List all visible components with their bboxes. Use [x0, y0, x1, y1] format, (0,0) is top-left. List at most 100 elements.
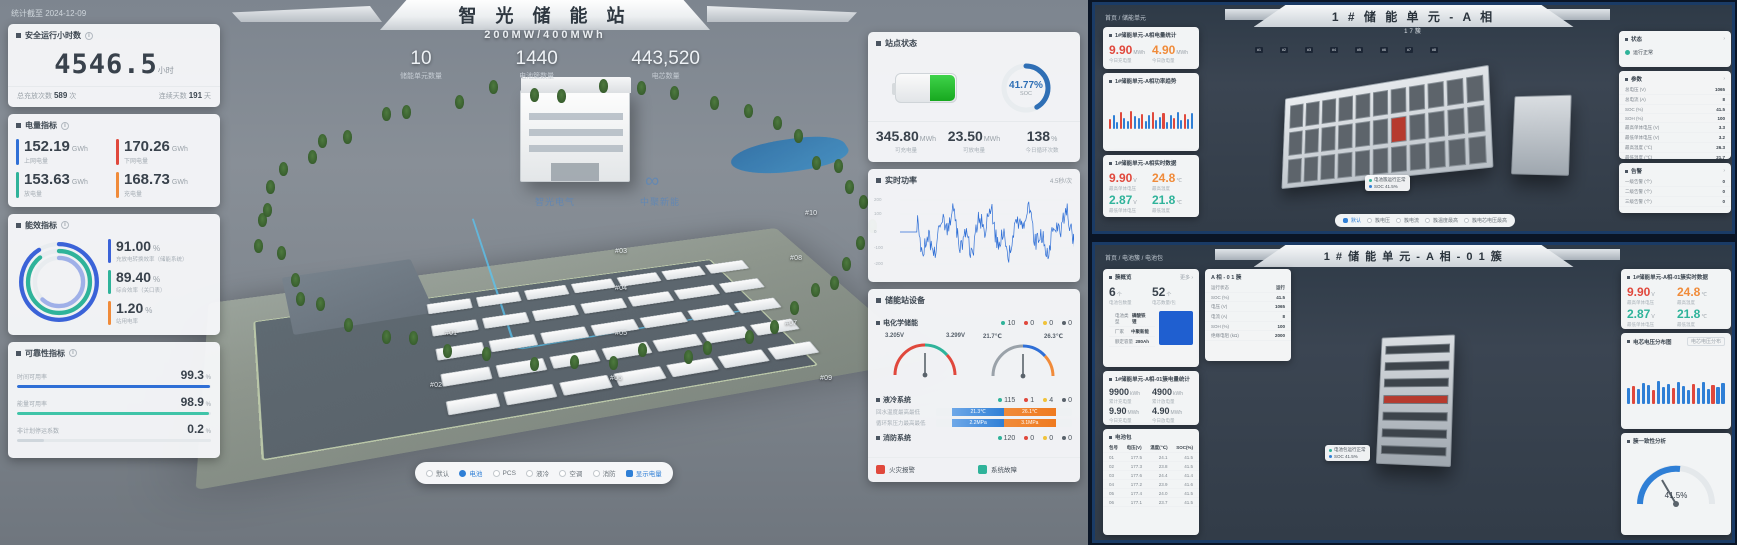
mini-bar: [1109, 119, 1111, 129]
site-status-cell: 23.50MWh 可放电量: [940, 128, 1008, 154]
legend-option[interactable]: 簇电压: [1367, 217, 1390, 224]
battery-pack-shelf[interactable]: [1385, 361, 1450, 371]
alarm-item[interactable]: 火灾报警: [876, 464, 970, 474]
rack-cell: [1373, 90, 1388, 117]
bullet-icon: [1625, 78, 1628, 81]
reliability-body: 时间可用率 99.3 % 能量可用率 98.9 % 非计划停运系数 0.2 %: [8, 363, 220, 458]
quad-value: 24.8℃: [1677, 286, 1725, 299]
battery-pack-shelf[interactable]: [1381, 445, 1447, 456]
container-box[interactable]: [767, 341, 820, 360]
unit-status-more[interactable]: ›: [1723, 36, 1725, 42]
site-status-value: 138%: [1008, 128, 1076, 144]
container-box[interactable]: [440, 366, 492, 387]
unit-3d-rack-scene[interactable]: 电池簇运行正常 SOC 41.5% #1 #2 #3 #4 #5 #6 #7 #8: [1225, 55, 1605, 215]
rack-cell: [1391, 116, 1407, 143]
battery-cluster-model[interactable]: [1376, 334, 1455, 467]
legend-option[interactable]: 簇温度最高: [1425, 217, 1458, 224]
container-box[interactable]: [687, 304, 736, 321]
info-icon[interactable]: i: [85, 32, 93, 40]
battery-pack-shelf[interactable]: [1383, 395, 1448, 404]
container-box[interactable]: [627, 291, 674, 307]
x-axis-tick: 06:00: [942, 281, 953, 282]
rack-tag: #1: [1255, 47, 1263, 53]
unit-energy-values: 9.90MWh 今日充电量 4.90MWh 今日放电量: [1103, 41, 1199, 69]
cluster-realtime-header: 1#储能单元-A相-01簇实时数据: [1621, 269, 1731, 283]
container-box[interactable]: [580, 298, 627, 314]
table-cell: 41.5: [1184, 464, 1193, 469]
rack-cell: [1429, 140, 1446, 168]
container-box[interactable]: [559, 375, 613, 396]
legend-option[interactable]: 空调: [559, 468, 582, 478]
realtime-power-chart: 2001000-100-20000:0002:0004:0006:0008:00…: [874, 190, 1074, 278]
unit-status-card: 状态 › 运行正常: [1619, 31, 1731, 67]
container-box[interactable]: [482, 312, 530, 329]
site-status-cell: 138% 今日循环次数: [1008, 128, 1076, 154]
efficiency-label: 站用电率: [116, 317, 152, 325]
unit-energy-card: 1#储能单元-A相电量统计 9.90MWh 今日充电量 4.90MWh 今日放电量: [1103, 27, 1199, 69]
legend-option[interactable]: 默认: [426, 468, 449, 478]
efficiency-value: 1.20%: [116, 301, 152, 315]
x-axis-tick: 14:00: [1000, 281, 1011, 282]
table-cell: 05: [1109, 491, 1114, 496]
container-box[interactable]: [639, 311, 688, 328]
legend-option[interactable]: 液冷: [526, 468, 549, 478]
quad-cell: 2.87V 最低单体电压: [1109, 194, 1150, 214]
cluster-3d-scene[interactable]: 电池包运行正常 SOC 41.5%: [1315, 295, 1595, 525]
table-header-row: 包号 电压(V) 温度(℃) SOC(%): [1103, 443, 1199, 453]
bullet-icon: [16, 223, 21, 228]
container-box[interactable]: [495, 358, 547, 378]
legend-option[interactable]: 簇电芯电压最高: [1464, 217, 1507, 224]
bullet-icon: [1109, 436, 1112, 439]
legend-option[interactable]: 显示电量: [626, 468, 662, 478]
container-box[interactable]: [532, 305, 580, 322]
container-box[interactable]: [717, 349, 770, 368]
device-status-counts: 120 0 0 0: [998, 435, 1072, 442]
legend-option[interactable]: PCS: [493, 470, 516, 477]
quad-label: 最低温度: [1152, 208, 1193, 214]
container-box[interactable]: [540, 326, 590, 344]
container-box[interactable]: [733, 297, 781, 313]
cluster-stats-rows: 运行状态 运行 SOC (%) 41.5 电压 (V) 1065 电流 (A) 8 SOH (%…: [1205, 283, 1291, 341]
quad-label: 电池包数量: [1109, 300, 1150, 306]
container-box[interactable]: [446, 393, 501, 415]
unit-params-more[interactable]: ›: [1723, 76, 1725, 82]
cluster-breadcrumb-text[interactable]: 首页 / 电池簇 / 电池包: [1105, 256, 1163, 262]
unit-breadcrumb-text[interactable]: 首页 / 储能单元: [1105, 16, 1146, 22]
layer-legend-toolbar[interactable]: 默认 电池 PCS 液冷 空调 消防 显示电量: [415, 462, 673, 484]
container-box[interactable]: [674, 284, 721, 299]
device-group-row: 电化学储能 10 0 0 0: [876, 318, 1072, 328]
unit-legend-toolbar[interactable]: 默认 簇电压 簇电流 簇温度最高 簇电芯电压最高: [1335, 214, 1515, 227]
quad-value: 6个: [1109, 286, 1150, 299]
info-icon[interactable]: i: [61, 221, 69, 229]
efficiency-value: 89.40%: [116, 270, 166, 284]
container-box[interactable]: [652, 334, 703, 352]
battery-pack-shelf[interactable]: [1382, 412, 1447, 422]
legend-option[interactable]: 电池: [459, 468, 482, 478]
reliability-card-title: 可靠性指标: [25, 348, 65, 359]
legend-option[interactable]: 默认: [1343, 217, 1361, 224]
battery-pack-shelf[interactable]: [1382, 428, 1448, 439]
alarm-item[interactable]: 系统故障: [978, 464, 1072, 474]
container-box[interactable]: [488, 334, 538, 352]
cluster-overview-more[interactable]: 更多 ›: [1180, 274, 1193, 281]
param-row: SOC (%) 41.5: [1619, 105, 1731, 114]
legend-option[interactable]: 簇电流: [1396, 217, 1419, 224]
page-title: 智 光 储 能 站: [458, 2, 631, 28]
battery-pack-shelf[interactable]: [1384, 378, 1449, 388]
battery-pack-shelf[interactable]: [1385, 344, 1450, 355]
tree-icon: [856, 236, 865, 250]
unit-alarm-more[interactable]: ›: [1723, 168, 1725, 174]
info-icon[interactable]: i: [61, 122, 69, 130]
info-icon[interactable]: i: [69, 349, 77, 357]
container-box[interactable]: [503, 384, 557, 406]
plant-3d-scene[interactable]: 智光电气 中聚新能 ∞ #01 #02 #03 #04 #05 #06 #07 #08 #09 #…: [190, 30, 880, 500]
pcs-cabinet-model[interactable]: [1511, 95, 1572, 176]
container-rack-model[interactable]: [1282, 65, 1494, 189]
tree-icon: [402, 105, 411, 119]
metric-value: 153.63 GWh: [24, 172, 88, 188]
cluster-overview-header: 簇概览 更多 ›: [1103, 269, 1199, 283]
rack-cell: [1391, 87, 1407, 114]
container-box[interactable]: [719, 278, 766, 293]
cluster-chart-select[interactable]: 电芯电压分布: [1687, 337, 1725, 346]
legend-option[interactable]: 消防: [593, 468, 616, 478]
